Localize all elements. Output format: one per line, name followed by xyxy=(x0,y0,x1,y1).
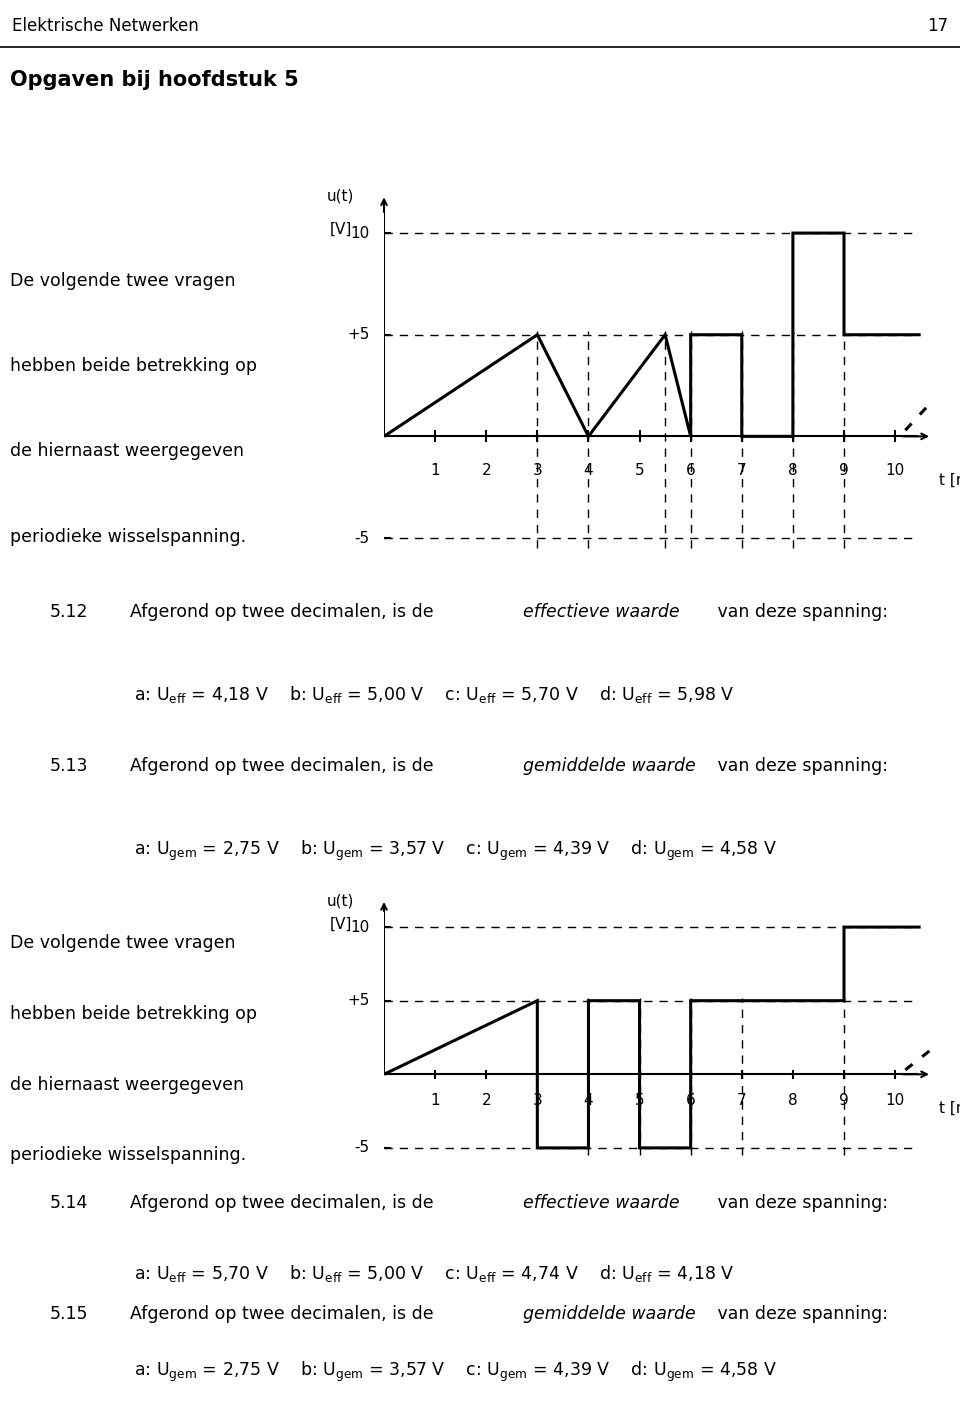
Text: [V]: [V] xyxy=(329,222,351,237)
Text: 2: 2 xyxy=(481,1094,491,1109)
Text: -5: -5 xyxy=(354,530,370,545)
Text: 3: 3 xyxy=(533,463,542,478)
Text: -5: -5 xyxy=(354,1140,370,1155)
Text: Afgerond op twee decimalen, is de: Afgerond op twee decimalen, is de xyxy=(130,603,439,621)
Text: de hiernaast weergegeven: de hiernaast weergegeven xyxy=(10,1075,244,1094)
Text: 4: 4 xyxy=(584,463,593,478)
Text: Opgaven bij hoofdstuk 5: Opgaven bij hoofdstuk 5 xyxy=(10,70,299,90)
Text: 7: 7 xyxy=(737,1094,747,1109)
Text: [V]: [V] xyxy=(329,917,351,931)
Text: 8: 8 xyxy=(788,1094,798,1109)
Text: gemiddelde waarde: gemiddelde waarde xyxy=(523,1305,696,1323)
Text: 2: 2 xyxy=(481,463,491,478)
Text: hebben beide betrekking op: hebben beide betrekking op xyxy=(10,1005,256,1023)
Text: van deze spanning:: van deze spanning: xyxy=(712,1305,888,1323)
Text: de hiernaast weergegeven: de hiernaast weergegeven xyxy=(10,443,244,460)
Text: De volgende twee vragen: De volgende twee vragen xyxy=(10,272,235,290)
Text: 5.12: 5.12 xyxy=(50,603,88,621)
Text: van deze spanning:: van deze spanning: xyxy=(712,603,888,621)
Text: periodieke wisselspanning.: periodieke wisselspanning. xyxy=(10,1147,246,1165)
Text: 8: 8 xyxy=(788,463,798,478)
Text: 10: 10 xyxy=(885,463,904,478)
Text: +5: +5 xyxy=(348,993,370,1008)
Text: 5.15: 5.15 xyxy=(50,1305,88,1323)
Text: 6: 6 xyxy=(685,463,696,478)
Text: 10: 10 xyxy=(885,1094,904,1109)
Text: hebben beide betrekking op: hebben beide betrekking op xyxy=(10,358,256,376)
Text: 10: 10 xyxy=(350,920,370,935)
Text: 6: 6 xyxy=(685,1094,696,1109)
Text: gemiddelde waarde: gemiddelde waarde xyxy=(523,757,696,775)
Text: 7: 7 xyxy=(737,463,747,478)
Text: Elektrische Netwerken: Elektrische Netwerken xyxy=(12,17,199,35)
Text: a: U$_{\mathregular{gem}}$ = 2,75 V    b: U$_{\mathregular{gem}}$ = 3,57 V    c:: a: U$_{\mathregular{gem}}$ = 2,75 V b: U… xyxy=(134,1360,778,1384)
Text: van deze spanning:: van deze spanning: xyxy=(712,757,888,775)
Text: Afgerond op twee decimalen, is de: Afgerond op twee decimalen, is de xyxy=(130,1305,439,1323)
Text: a: U$_{\mathregular{eff}}$ = 4,18 V    b: U$_{\mathregular{eff}}$ = 5,00 V    c:: a: U$_{\mathregular{eff}}$ = 4,18 V b: U… xyxy=(134,684,734,705)
Text: 5: 5 xyxy=(635,1094,644,1109)
Text: 5.14: 5.14 xyxy=(50,1193,88,1211)
Text: 5: 5 xyxy=(635,463,644,478)
Text: 10: 10 xyxy=(350,226,370,241)
Text: t [ms]: t [ms] xyxy=(939,472,960,488)
Text: periodieke wisselspanning.: periodieke wisselspanning. xyxy=(10,529,246,545)
Text: Afgerond op twee decimalen, is de: Afgerond op twee decimalen, is de xyxy=(130,757,439,775)
Text: De volgende twee vragen: De volgende twee vragen xyxy=(10,935,235,952)
Text: 9: 9 xyxy=(839,1094,849,1109)
Text: effectieve waarde: effectieve waarde xyxy=(523,603,680,621)
Text: 1: 1 xyxy=(430,1094,440,1109)
Text: 5.13: 5.13 xyxy=(50,757,88,775)
Text: t [ms]: t [ms] xyxy=(939,1101,960,1116)
Text: a: U$_{\mathregular{gem}}$ = 2,75 V    b: U$_{\mathregular{gem}}$ = 3,57 V    c:: a: U$_{\mathregular{gem}}$ = 2,75 V b: U… xyxy=(134,838,778,862)
Text: 3: 3 xyxy=(533,1094,542,1109)
Text: van deze spanning:: van deze spanning: xyxy=(712,1193,888,1211)
Text: 4: 4 xyxy=(584,1094,593,1109)
Text: a: U$_{\mathregular{eff}}$ = 5,70 V    b: U$_{\mathregular{eff}}$ = 5,00 V    c:: a: U$_{\mathregular{eff}}$ = 5,70 V b: U… xyxy=(134,1263,734,1284)
Text: u(t): u(t) xyxy=(326,893,354,908)
Text: effectieve waarde: effectieve waarde xyxy=(523,1193,680,1211)
Text: 1: 1 xyxy=(430,463,440,478)
Text: 9: 9 xyxy=(839,463,849,478)
Text: 17: 17 xyxy=(927,17,948,35)
Text: u(t): u(t) xyxy=(326,189,354,203)
Text: Afgerond op twee decimalen, is de: Afgerond op twee decimalen, is de xyxy=(130,1193,439,1211)
Text: +5: +5 xyxy=(348,327,370,342)
